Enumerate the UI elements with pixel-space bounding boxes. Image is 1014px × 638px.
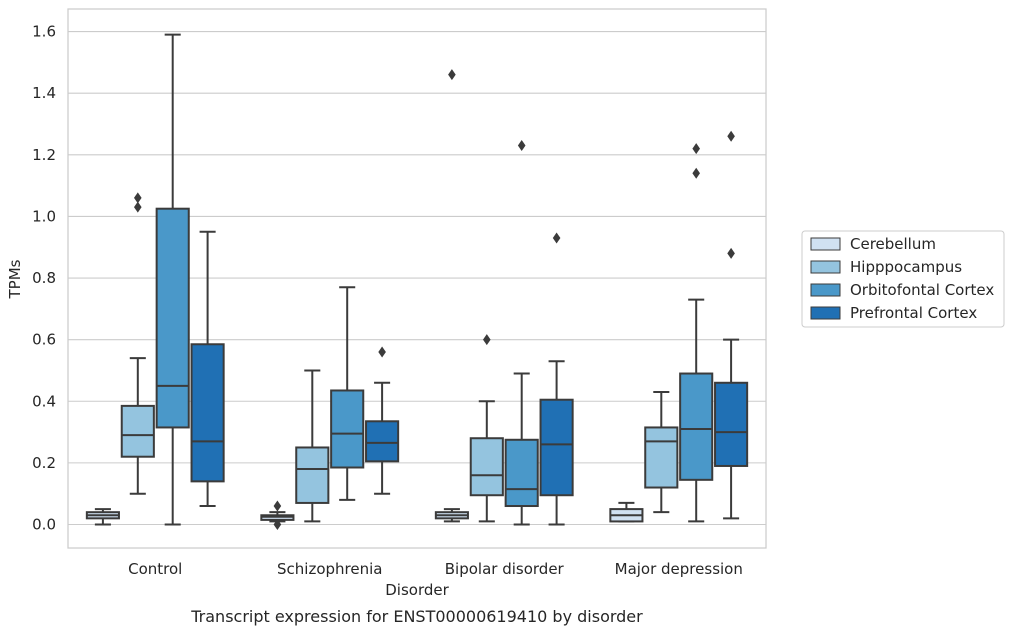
y-tick-label: 0.8 [32,269,56,287]
outlier-point [134,201,142,213]
x-tick-label: Bipolar disorder [445,560,565,578]
box-body [190,343,225,483]
y-tick-label: 1.6 [32,23,56,41]
legend-label: Orbitofontal Cortex [850,281,994,299]
box-4 [190,230,225,508]
box-body [504,438,539,508]
legend-label: Prefrontal Cortex [850,304,977,322]
box-body [644,426,679,489]
x-tick-label: Schizophrenia [277,560,382,578]
y-tick-label: 0.6 [32,331,56,349]
x-tick-label: Major depression [615,560,743,578]
outlier-point [273,500,282,512]
outlier-point [692,143,700,155]
x-tick-label: Control [128,560,182,578]
outlier-point [273,519,282,530]
box-2 [120,192,155,495]
outlier-point [378,346,386,358]
outlier-point [727,130,735,142]
y-tick-label: 1.2 [32,146,56,164]
legend-swatch [810,237,841,251]
boxes [85,33,749,530]
legend-label: Hipppocampus [850,258,962,276]
legend-swatch [810,283,841,297]
box-1 [434,69,469,523]
box-3 [330,286,365,501]
y-axis-label: TPMs [6,259,24,299]
box-3 [504,140,539,526]
legend: Cerebellum Hipppocampus Orbitofontal Corte… [801,230,1005,328]
box-2 [644,391,679,514]
legend-swatch [810,306,841,320]
outlier-point [483,334,491,346]
box-body [714,381,749,467]
box-body [539,398,574,497]
outlier-point [552,232,561,244]
box-body [469,437,504,497]
chart-caption: Transcript expression for ENST0000061941… [190,607,643,626]
legend-swatch [810,260,841,274]
plot-frame [67,8,767,549]
box-3 [155,33,190,526]
y-tick-label: 0.4 [32,392,56,410]
box-body [120,404,155,458]
x-axis-label: Disorder [385,581,449,599]
box-1 [260,500,295,530]
outlier-point [517,140,526,152]
box-1 [609,501,644,523]
box-body [330,389,365,469]
box-3 [679,143,714,523]
y-tick-label: 1.0 [32,207,56,225]
box-1 [85,508,120,526]
box-body [295,446,330,504]
outlier-point [134,192,142,204]
y-tick-label: 1.4 [32,84,56,102]
y-tick-label: 0.0 [32,516,56,534]
box-body [679,372,714,481]
y-tick-labels: 0.0 0.2 0.4 0.6 0.8 1.0 1.2 1.4 1.6 [32,23,56,534]
box-4 [714,130,749,520]
box-body [365,420,400,463]
legend-frame [801,230,1005,328]
x-tick-labels: Control Schizophrenia Bipolar disorder Majo… [128,560,743,578]
outlier-point [727,247,735,259]
outlier-point [448,69,456,81]
box-4 [365,346,400,495]
legend-label: Cerebellum [850,235,936,253]
box-2 [469,334,504,523]
box-2 [295,369,330,523]
box-body [155,207,190,429]
box-4 [539,232,574,526]
outlier-point [692,167,700,179]
y-tick-label: 0.2 [32,454,56,472]
